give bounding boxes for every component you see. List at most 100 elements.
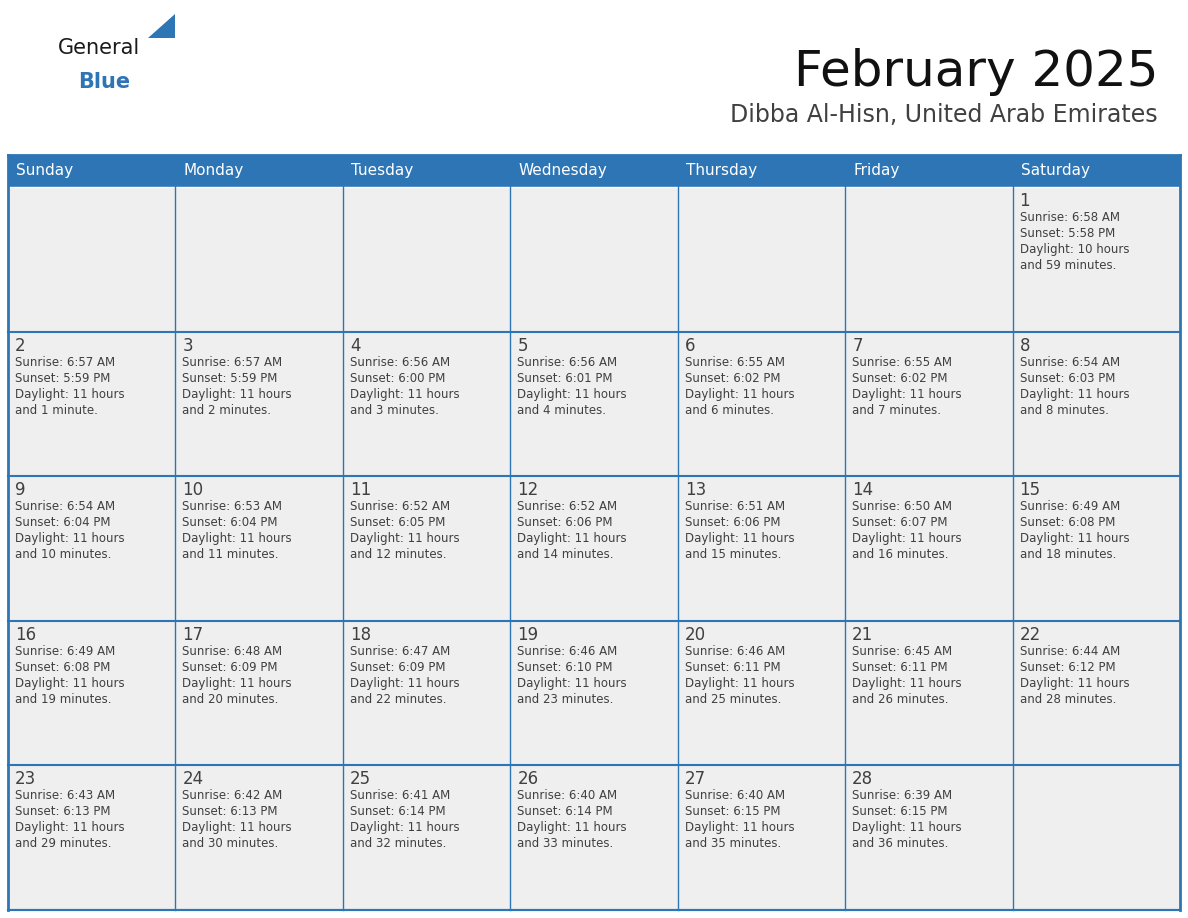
Text: 20: 20 [684,626,706,644]
Text: 5: 5 [517,337,527,354]
Text: and 20 minutes.: and 20 minutes. [183,693,279,706]
Bar [511,331,677,476]
Text: Sunset: 6:13 PM: Sunset: 6:13 PM [15,805,110,819]
Bar [677,621,845,766]
Text: Sunset: 6:10 PM: Sunset: 6:10 PM [517,661,613,674]
Text: Sunset: 6:05 PM: Sunset: 6:05 PM [349,516,446,529]
Text: Sunset: 6:04 PM: Sunset: 6:04 PM [15,516,110,529]
Bar [845,476,1012,621]
Text: 27: 27 [684,770,706,789]
Text: Daylight: 11 hours: Daylight: 11 hours [1019,677,1130,689]
Text: Sunset: 6:04 PM: Sunset: 6:04 PM [183,516,278,529]
Text: Tuesday: Tuesday [350,163,413,178]
Text: Daylight: 11 hours: Daylight: 11 hours [517,532,627,545]
Bar [343,766,511,910]
Text: 25: 25 [349,770,371,789]
Text: Daylight: 11 hours: Daylight: 11 hours [183,532,292,545]
Text: and 32 minutes.: and 32 minutes. [349,837,447,850]
Text: Sunset: 6:01 PM: Sunset: 6:01 PM [517,372,613,385]
Text: Daylight: 11 hours: Daylight: 11 hours [183,677,292,689]
Text: February 2025: February 2025 [794,48,1158,96]
Text: Sunset: 5:58 PM: Sunset: 5:58 PM [1019,227,1114,240]
Text: Sunrise: 6:48 AM: Sunrise: 6:48 AM [183,644,283,658]
Text: 12: 12 [517,481,538,499]
Text: Daylight: 11 hours: Daylight: 11 hours [852,387,962,400]
Text: Sunset: 6:11 PM: Sunset: 6:11 PM [852,661,948,674]
Bar [176,766,343,910]
Text: Sunrise: 6:47 AM: Sunrise: 6:47 AM [349,644,450,658]
Text: Daylight: 11 hours: Daylight: 11 hours [517,822,627,834]
Text: Sunset: 6:06 PM: Sunset: 6:06 PM [684,516,781,529]
Text: Daylight: 11 hours: Daylight: 11 hours [684,677,795,689]
Text: and 4 minutes.: and 4 minutes. [517,404,606,417]
Bar [511,155,677,187]
Text: Sunrise: 6:45 AM: Sunrise: 6:45 AM [852,644,953,658]
Text: and 35 minutes.: and 35 minutes. [684,837,781,850]
Bar [845,187,1012,331]
Text: and 36 minutes.: and 36 minutes. [852,837,948,850]
Text: Dibba Al-Hisn, United Arab Emirates: Dibba Al-Hisn, United Arab Emirates [731,103,1158,127]
Text: Daylight: 11 hours: Daylight: 11 hours [517,677,627,689]
Bar [176,331,343,476]
Text: Sunset: 6:14 PM: Sunset: 6:14 PM [349,805,446,819]
Bar [343,187,511,331]
Text: Sunrise: 6:42 AM: Sunrise: 6:42 AM [183,789,283,802]
Text: 1: 1 [1019,192,1030,210]
Text: Sunrise: 6:46 AM: Sunrise: 6:46 AM [684,644,785,658]
Text: Sunrise: 6:40 AM: Sunrise: 6:40 AM [684,789,785,802]
Bar [8,766,176,910]
Text: Sunset: 6:06 PM: Sunset: 6:06 PM [517,516,613,529]
Text: and 10 minutes.: and 10 minutes. [15,548,112,561]
Bar [1012,476,1180,621]
Text: General: General [58,38,140,58]
Text: 17: 17 [183,626,203,644]
Bar [8,476,176,621]
Text: Daylight: 11 hours: Daylight: 11 hours [349,387,460,400]
Text: and 59 minutes.: and 59 minutes. [1019,259,1116,272]
Text: Sunset: 6:07 PM: Sunset: 6:07 PM [852,516,948,529]
Text: Daylight: 11 hours: Daylight: 11 hours [852,532,962,545]
Bar [845,155,1012,187]
Text: Thursday: Thursday [685,163,757,178]
Text: Sunset: 6:00 PM: Sunset: 6:00 PM [349,372,446,385]
Text: and 3 minutes.: and 3 minutes. [349,404,438,417]
Text: 18: 18 [349,626,371,644]
Text: Sunrise: 6:55 AM: Sunrise: 6:55 AM [684,355,785,369]
Text: Sunset: 6:11 PM: Sunset: 6:11 PM [684,661,781,674]
Text: 11: 11 [349,481,371,499]
Text: Daylight: 11 hours: Daylight: 11 hours [183,822,292,834]
Bar [1012,766,1180,910]
Text: 8: 8 [1019,337,1030,354]
Bar [176,476,343,621]
Text: Daylight: 11 hours: Daylight: 11 hours [15,822,125,834]
Bar [8,155,176,187]
Text: 24: 24 [183,770,203,789]
Text: and 29 minutes.: and 29 minutes. [15,837,112,850]
Text: Sunset: 6:02 PM: Sunset: 6:02 PM [684,372,781,385]
Text: 22: 22 [1019,626,1041,644]
Text: and 26 minutes.: and 26 minutes. [852,693,949,706]
Text: Sunday: Sunday [15,163,74,178]
Text: Sunrise: 6:54 AM: Sunrise: 6:54 AM [1019,355,1120,369]
Text: and 18 minutes.: and 18 minutes. [1019,548,1116,561]
Text: Daylight: 11 hours: Daylight: 11 hours [15,532,125,545]
Text: Sunset: 6:08 PM: Sunset: 6:08 PM [15,661,110,674]
Text: and 22 minutes.: and 22 minutes. [349,693,447,706]
Text: Sunrise: 6:56 AM: Sunrise: 6:56 AM [517,355,618,369]
Bar [343,476,511,621]
Bar [343,621,511,766]
Text: 21: 21 [852,626,873,644]
Text: Wednesday: Wednesday [518,163,607,178]
Text: Daylight: 11 hours: Daylight: 11 hours [183,387,292,400]
Text: Sunrise: 6:58 AM: Sunrise: 6:58 AM [1019,211,1119,224]
Text: 28: 28 [852,770,873,789]
Text: Sunrise: 6:44 AM: Sunrise: 6:44 AM [1019,644,1120,658]
Text: 13: 13 [684,481,706,499]
Bar [343,331,511,476]
Bar [176,621,343,766]
Text: 10: 10 [183,481,203,499]
Bar [845,766,1012,910]
Text: Sunrise: 6:41 AM: Sunrise: 6:41 AM [349,789,450,802]
Text: Sunrise: 6:43 AM: Sunrise: 6:43 AM [15,789,115,802]
Text: 3: 3 [183,337,194,354]
